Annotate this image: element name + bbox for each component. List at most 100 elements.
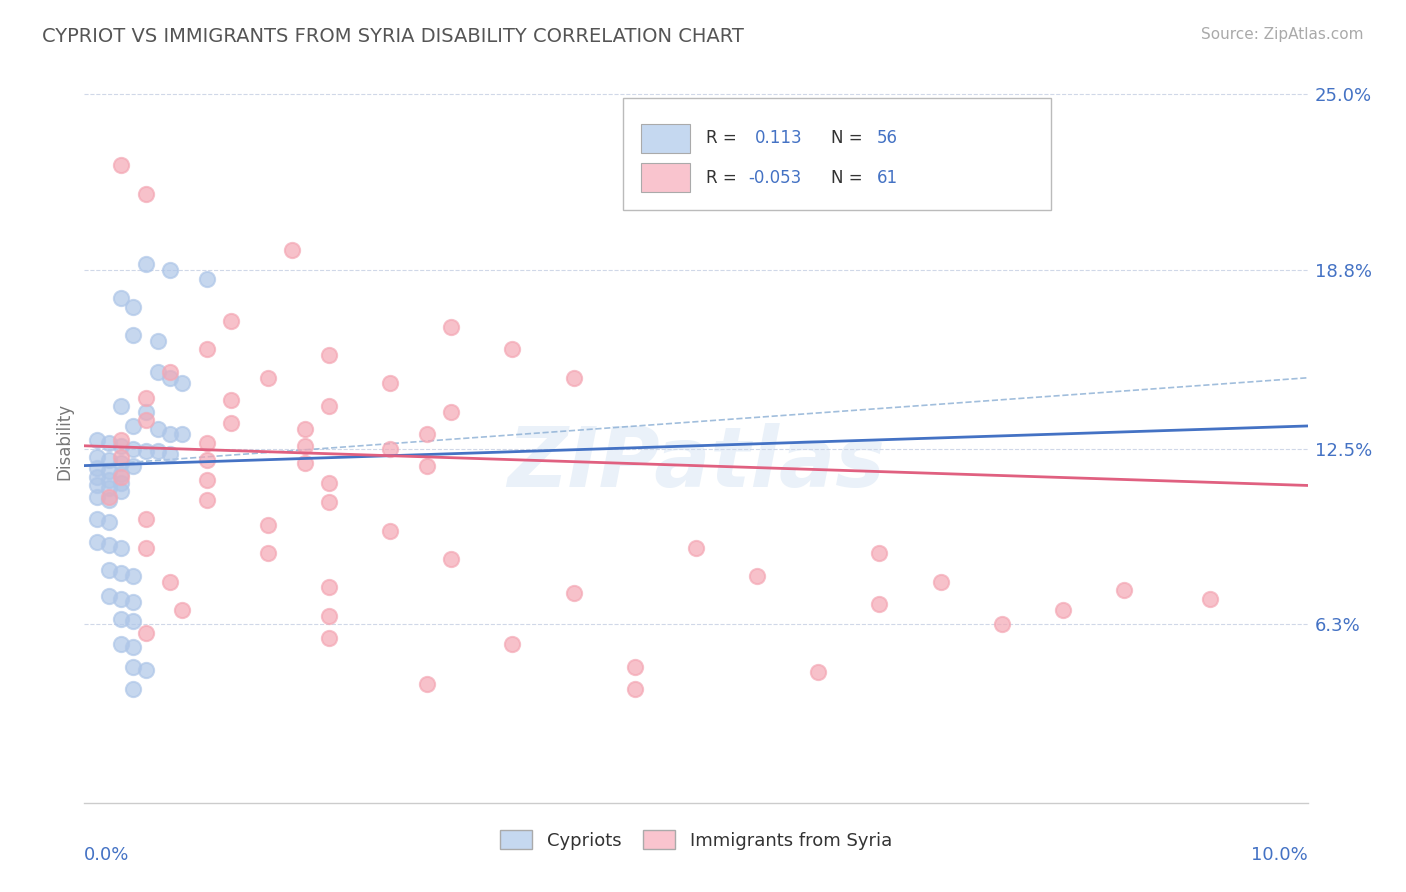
Point: [97, 516, 120, 530]
Point: [869, 598, 891, 612]
Point: [624, 660, 647, 674]
Point: [86, 450, 108, 464]
Point: [257, 518, 280, 533]
Point: [86, 535, 108, 549]
Point: [318, 475, 340, 490]
Point: [110, 637, 132, 651]
Point: [869, 546, 891, 560]
Point: [97, 538, 120, 552]
Point: [135, 625, 157, 640]
Text: 0.113: 0.113: [755, 129, 803, 147]
Point: [97, 589, 120, 603]
Point: [110, 467, 132, 482]
Point: [294, 422, 316, 436]
Point: [122, 328, 145, 343]
Point: [146, 365, 169, 379]
Point: [502, 343, 524, 357]
Point: [318, 495, 340, 509]
FancyBboxPatch shape: [641, 163, 690, 193]
Text: N =: N =: [831, 169, 862, 186]
Point: [135, 663, 157, 677]
Point: [195, 473, 218, 487]
Point: [257, 371, 280, 385]
Point: [86, 433, 108, 447]
Text: CYPRIOT VS IMMIGRANTS FROM SYRIA DISABILITY CORRELATION CHART: CYPRIOT VS IMMIGRANTS FROM SYRIA DISABIL…: [42, 27, 744, 45]
Point: [97, 492, 120, 507]
Point: [146, 334, 169, 348]
Point: [195, 271, 218, 285]
Text: ZIPatlas: ZIPatlas: [508, 423, 884, 504]
Point: [219, 416, 242, 430]
Legend: Cypriots, Immigrants from Syria: Cypriots, Immigrants from Syria: [491, 822, 901, 859]
Point: [159, 263, 181, 277]
Point: [122, 615, 145, 629]
Point: [110, 470, 132, 484]
Point: [97, 481, 120, 495]
Point: [97, 436, 120, 450]
Point: [380, 376, 402, 391]
FancyBboxPatch shape: [623, 98, 1050, 211]
Text: 61: 61: [877, 169, 898, 186]
Point: [122, 640, 145, 654]
Point: [195, 436, 218, 450]
Point: [110, 484, 132, 499]
Point: [110, 292, 132, 306]
Point: [122, 419, 145, 434]
Point: [1052, 603, 1074, 617]
Point: [416, 677, 439, 691]
Point: [991, 617, 1014, 632]
Point: [135, 444, 157, 458]
Point: [86, 470, 108, 484]
Point: [562, 586, 585, 600]
Point: [135, 257, 157, 271]
Point: [135, 405, 157, 419]
Point: [219, 314, 242, 328]
Point: [135, 186, 157, 201]
Point: [110, 591, 132, 606]
Point: [135, 391, 157, 405]
Point: [122, 569, 145, 583]
Point: [380, 442, 402, 456]
Point: [440, 319, 463, 334]
Y-axis label: Disability: Disability: [55, 403, 73, 480]
Point: [929, 574, 952, 589]
Point: [318, 581, 340, 595]
Point: [86, 512, 108, 526]
Point: [110, 612, 132, 626]
Point: [318, 632, 340, 646]
Point: [135, 413, 157, 427]
Point: [172, 427, 194, 442]
Point: [195, 492, 218, 507]
Point: [195, 343, 218, 357]
Point: [110, 433, 132, 447]
Point: [146, 444, 169, 458]
Point: [807, 665, 830, 680]
Text: -0.053: -0.053: [748, 169, 801, 186]
Point: [562, 371, 585, 385]
Point: [97, 564, 120, 578]
FancyBboxPatch shape: [641, 124, 690, 153]
Point: [257, 546, 280, 560]
Point: [110, 566, 132, 581]
Point: [97, 473, 120, 487]
Text: 10.0%: 10.0%: [1251, 847, 1308, 864]
Point: [97, 490, 120, 504]
Point: [110, 456, 132, 470]
Point: [110, 541, 132, 555]
Text: R =: R =: [706, 129, 737, 147]
Point: [1114, 583, 1136, 598]
Point: [122, 458, 145, 473]
Text: Source: ZipAtlas.com: Source: ZipAtlas.com: [1201, 27, 1364, 42]
Point: [135, 541, 157, 555]
Point: [159, 365, 181, 379]
Point: [281, 244, 304, 258]
Point: [122, 442, 145, 456]
Point: [86, 490, 108, 504]
Point: [380, 524, 402, 538]
Point: [110, 399, 132, 413]
Point: [172, 603, 194, 617]
Point: [502, 637, 524, 651]
Point: [294, 456, 316, 470]
Point: [318, 399, 340, 413]
Point: [122, 682, 145, 697]
